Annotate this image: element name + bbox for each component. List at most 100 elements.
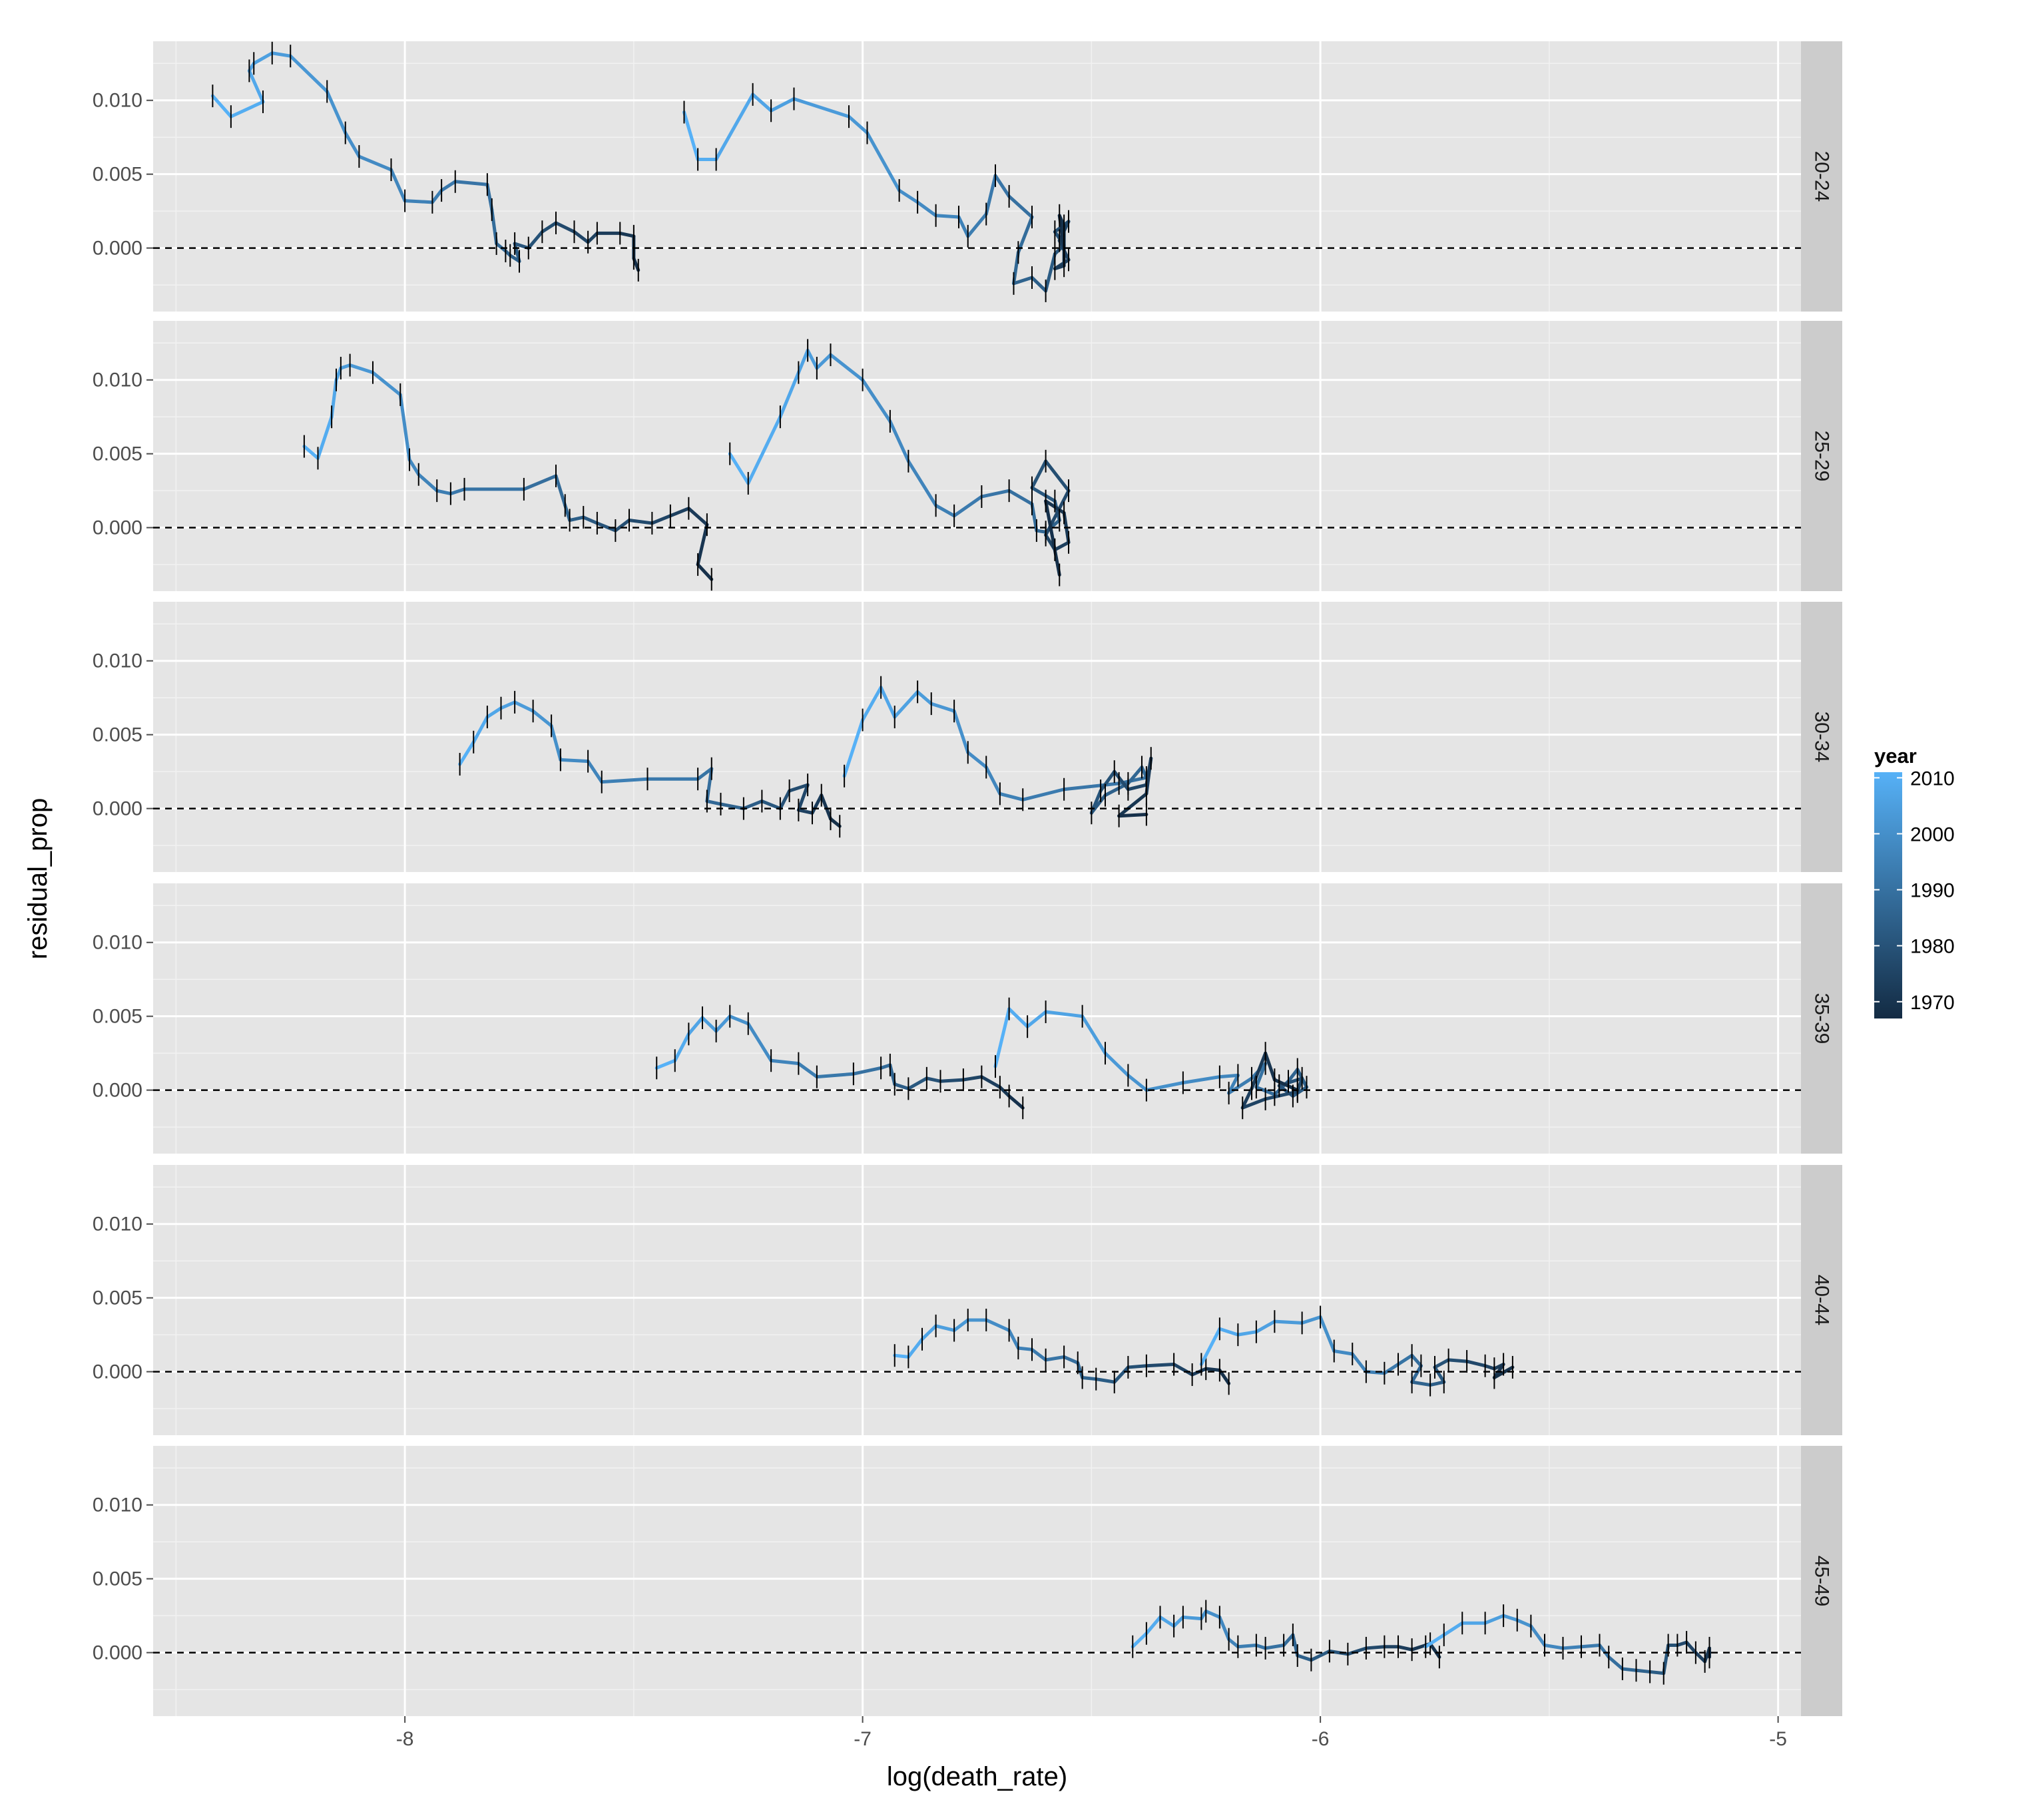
line-segment	[705, 799, 722, 806]
line-segment	[1007, 1328, 1020, 1350]
line-segment	[1076, 1361, 1085, 1379]
year-legend: year 2010 2000 1990 1980 1970	[1874, 744, 1955, 1018]
line-segment	[861, 378, 892, 423]
line-segment	[1442, 1621, 1464, 1637]
y-tick-label: 0.000	[93, 1080, 142, 1102]
line-segment	[1501, 1614, 1519, 1622]
facet-strip	[1801, 1446, 1842, 1716]
line-segment	[1272, 1078, 1300, 1092]
facet-panel-25-29: 0.000 0.005 0.010 25-29	[93, 321, 1842, 591]
line-segment	[1684, 1640, 1698, 1655]
line-segment	[929, 702, 956, 713]
line-segment	[1264, 1051, 1276, 1082]
line-segment	[1635, 1668, 1652, 1674]
line-segment	[906, 1076, 929, 1090]
line-segment	[686, 507, 709, 527]
line-segment	[952, 709, 970, 754]
line-segment	[499, 700, 517, 710]
line-segment	[696, 523, 709, 566]
facet-strip-label: 25-29	[1811, 431, 1833, 482]
line-segment	[1044, 459, 1071, 493]
y-axis-title: residual_prop	[23, 798, 53, 959]
line-segment	[796, 808, 814, 815]
line-segment	[984, 1318, 1011, 1332]
y-tick-label: 0.005	[93, 164, 142, 186]
series-30-34-1	[458, 690, 842, 838]
series-40-44-1	[893, 1308, 1231, 1395]
line-segment	[829, 353, 865, 382]
series-35-39-1	[654, 1005, 1025, 1120]
line-segment	[861, 686, 883, 722]
line-segment	[247, 69, 265, 104]
line-segment	[600, 777, 649, 784]
line-segment	[1291, 1085, 1308, 1098]
series-40-44-2	[1199, 1305, 1515, 1397]
line-segment	[852, 1066, 883, 1076]
line-segment	[1396, 1353, 1414, 1367]
line-segment	[1140, 765, 1149, 780]
line-segment	[1012, 276, 1034, 286]
line-segment	[1272, 1319, 1304, 1325]
line-segment	[1172, 1615, 1185, 1628]
y-tick-label: 0.005	[93, 1568, 142, 1590]
line-segment	[700, 1016, 718, 1033]
line-segment	[1044, 252, 1057, 293]
series-25-29-1	[302, 353, 714, 591]
line-segment	[1007, 1007, 1029, 1028]
line-segment	[554, 474, 567, 507]
line-segment	[1053, 541, 1071, 552]
line-segment	[1410, 1353, 1423, 1368]
facet-panel-40-44: 0.000 0.005 0.010 40-44	[93, 1165, 1842, 1435]
line-segment	[746, 415, 782, 485]
line-segment	[888, 1063, 897, 1086]
y-tick-label: 0.010	[93, 369, 142, 391]
line-segment	[288, 54, 329, 93]
line-segment	[1250, 1051, 1268, 1090]
line-segment	[618, 231, 636, 238]
line-segment	[430, 188, 443, 204]
line-segment	[934, 214, 961, 219]
line-segment	[1410, 1380, 1432, 1387]
line-segment	[1158, 1615, 1176, 1628]
line-segment	[1007, 194, 1034, 219]
line-segment	[1561, 1645, 1583, 1650]
line-segment	[1240, 1086, 1254, 1110]
line-segment	[1264, 1090, 1300, 1101]
line-segment	[1016, 1346, 1034, 1351]
line-segment	[325, 89, 348, 135]
line-segment	[1030, 486, 1057, 503]
panel-background	[153, 602, 1801, 872]
line-segment	[920, 1324, 938, 1341]
line-segment	[1286, 1068, 1300, 1083]
line-segment	[1145, 1615, 1162, 1636]
line-segment	[1172, 1363, 1194, 1377]
panel-background	[153, 321, 1801, 591]
line-segment	[979, 489, 1011, 499]
line-segment	[270, 51, 292, 58]
line-segment	[1218, 1327, 1240, 1337]
line-segment	[952, 495, 983, 518]
line-segment	[1332, 1349, 1354, 1356]
line-segment	[760, 799, 782, 811]
line-segment	[842, 718, 865, 778]
line-segment	[1204, 1609, 1222, 1619]
y-tick-label: 0.005	[93, 1006, 142, 1028]
line-segment	[1062, 782, 1121, 791]
line-segment	[568, 515, 585, 523]
line-segment	[527, 230, 544, 250]
line-segment	[893, 1353, 910, 1359]
line-segment	[714, 93, 755, 161]
line-segment	[934, 503, 956, 518]
line-segment	[778, 789, 792, 811]
line-segment	[1328, 1649, 1350, 1656]
facet-strip	[1801, 41, 1842, 312]
line-segment	[705, 767, 714, 803]
legend-break-label: 2010	[1910, 768, 1955, 789]
line-segment	[1227, 1638, 1240, 1649]
facet-strip	[1801, 321, 1842, 591]
legend-title: year	[1874, 744, 1917, 768]
line-segment	[1433, 1365, 1446, 1384]
panel-background	[153, 41, 1801, 312]
line-segment	[1529, 1624, 1547, 1648]
line-segment	[1117, 791, 1149, 818]
